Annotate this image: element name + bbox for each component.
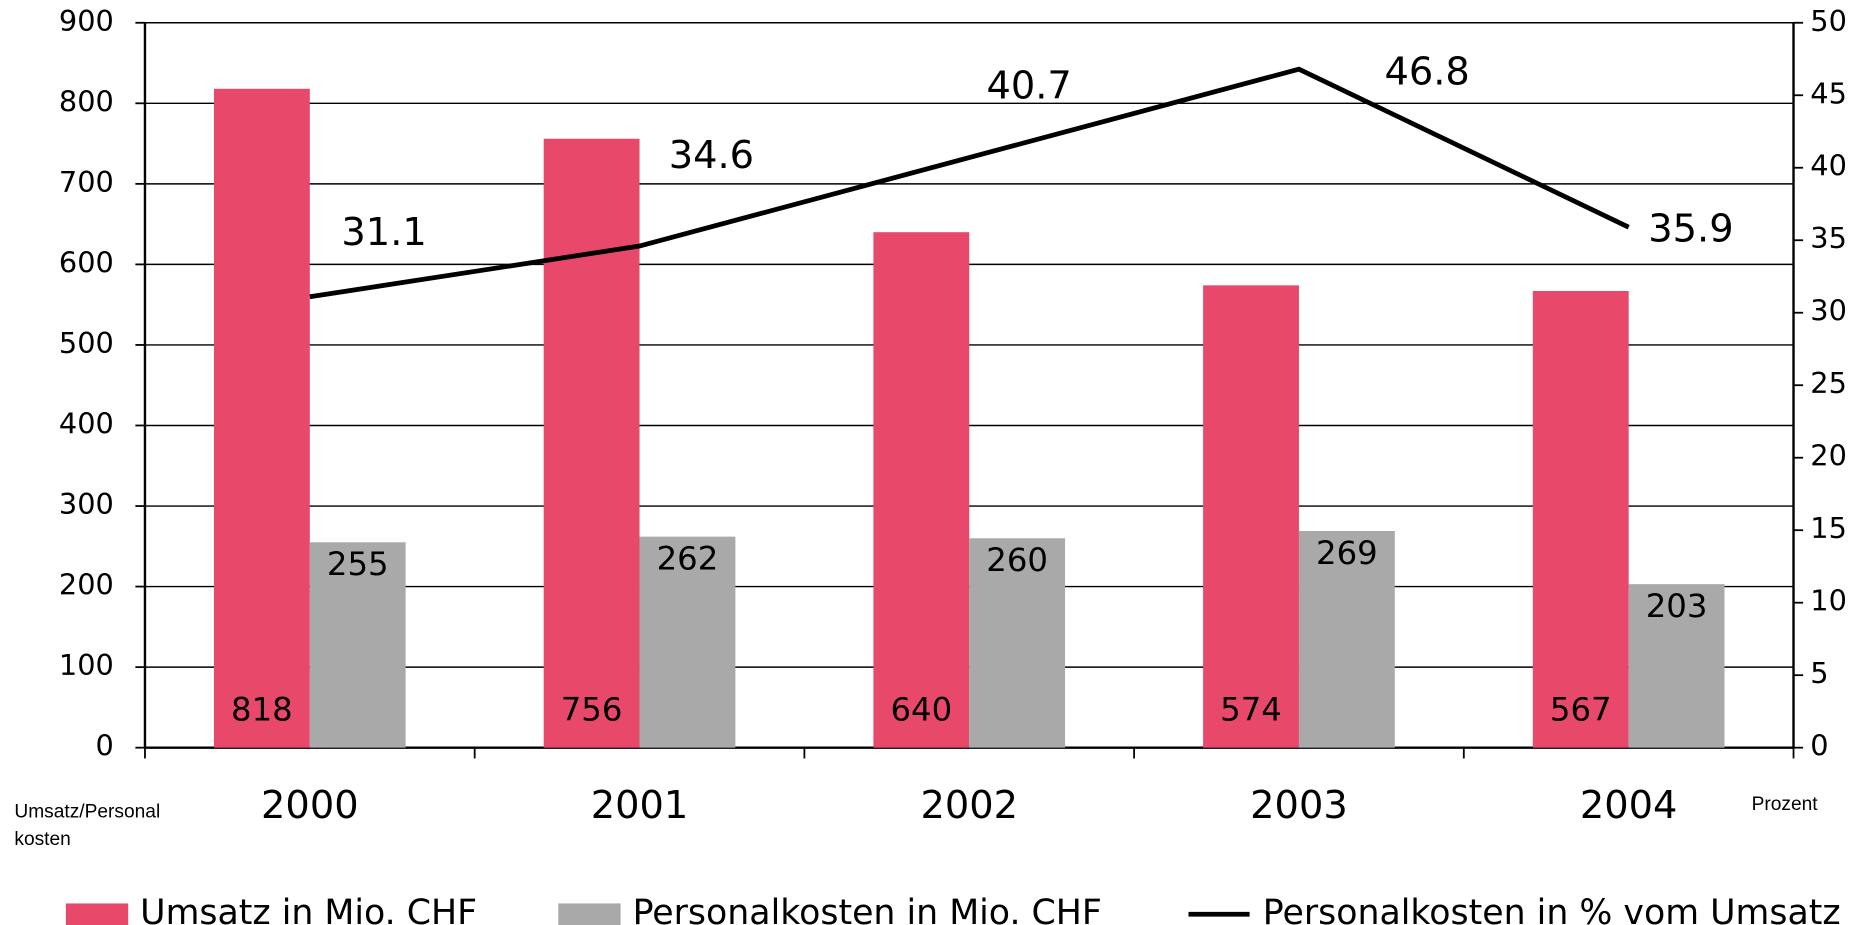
bar-value-label: 203 (1646, 587, 1708, 625)
y2-tick-label: 15 (1810, 511, 1847, 545)
y2-tick-label: 20 (1810, 439, 1847, 473)
y2-tick-label: 0 (1810, 729, 1828, 763)
bar (969, 538, 1066, 748)
bar-value-label: 756 (561, 691, 623, 729)
y2-tick-label: 30 (1810, 294, 1847, 328)
bar-value-label: 260 (986, 541, 1048, 579)
x-tick-label: 2000 (261, 783, 359, 828)
y2-tick-label: 10 (1810, 584, 1847, 618)
y-tick-label: 0 (96, 729, 114, 763)
x-tick-label: 2004 (1580, 783, 1678, 828)
bar-value-label: 574 (1220, 691, 1282, 729)
y-tick-label: 700 (59, 165, 114, 199)
bar (543, 138, 640, 748)
y-tick-label: 300 (59, 487, 114, 521)
legend-label: Personalkosten in Mio. CHF (633, 893, 1102, 925)
y2-tick-label: 40 (1810, 149, 1847, 183)
line-value-label: 34.6 (669, 133, 754, 178)
y2-axis-label: Prozent (1752, 794, 1819, 815)
y-tick-label: 400 (59, 406, 114, 440)
bar (1203, 285, 1299, 748)
bar (1298, 531, 1395, 748)
x-tick-label: 2001 (591, 783, 689, 828)
y-tick-label: 100 (59, 648, 114, 682)
y-tick-label: 900 (59, 4, 114, 38)
line-value-label: 31.1 (341, 210, 426, 255)
bar (873, 232, 970, 748)
y-axis-label: Umsatz/Personal kosten (14, 801, 160, 850)
line-value-label: 40.7 (986, 64, 1071, 109)
bar-value-label: 818 (231, 691, 293, 729)
y-tick-label: 200 (59, 568, 114, 602)
bar (1532, 290, 1629, 748)
y-axis-label-line: Umsatz/Personal (14, 801, 160, 822)
line (309, 66, 1630, 300)
x-tick-label: 2003 (1250, 783, 1348, 828)
y-tick-label: 500 (59, 326, 114, 360)
legend-label: Umsatz in Mio. CHF (140, 893, 477, 925)
bar-value-label: 269 (1316, 534, 1378, 572)
line-value-label: 35.9 (1648, 206, 1733, 251)
legend-swatch (65, 903, 129, 925)
y-tick-label: 800 (59, 84, 114, 118)
y2-tick-label: 45 (1810, 76, 1847, 110)
y2-tick-label: 5 (1810, 656, 1828, 690)
y2-tick-label: 35 (1810, 221, 1847, 255)
y2-tick-label: 25 (1810, 366, 1847, 400)
bar (639, 536, 736, 748)
y2-tick-label: 50 (1810, 4, 1847, 38)
bar-value-label: 640 (890, 691, 952, 729)
bar-value-label: 262 (657, 540, 719, 578)
bar (1628, 584, 1725, 748)
bar-value-label: 255 (327, 545, 389, 583)
y-tick-label: 600 (59, 245, 114, 279)
x-tick-label: 2002 (920, 783, 1018, 828)
bar-value-label: 567 (1550, 691, 1612, 729)
legend-label: Personalkosten in % vom Umsatz (1263, 893, 1841, 925)
bar (213, 88, 310, 748)
y-axis-label-line: kosten (14, 829, 70, 850)
bar (309, 542, 406, 748)
line-value-label: 46.8 (1384, 49, 1469, 94)
legend-swatch (558, 903, 621, 925)
